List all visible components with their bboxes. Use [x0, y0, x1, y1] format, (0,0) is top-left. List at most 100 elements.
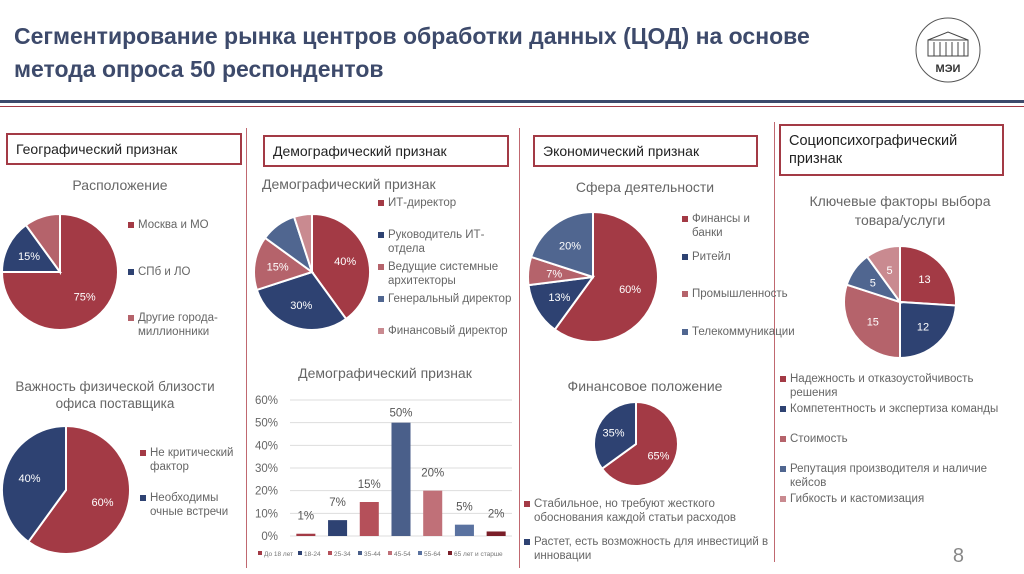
pie-slice: [0, 223, 62, 273]
legend-label: Ритейл: [692, 250, 731, 263]
legend-label: Промышленность: [692, 288, 788, 300]
legend-label: Ведущие системные архитекторы: [388, 261, 499, 287]
legend-label: Финансовый директор: [388, 325, 508, 337]
pie-slice: [26, 424, 131, 555]
sphere-legend: Финансы и банки Ритейл Промышленность Телек…: [682, 212, 795, 362]
legend-label: Стоимость: [790, 433, 848, 445]
legend-item: Москва и МО: [128, 218, 238, 232]
legend-marker: [128, 222, 134, 228]
y-tick-label: 0%: [261, 531, 278, 543]
proximity-pie: 60% 40%: [1, 424, 131, 555]
legend-item: Не критический фактор: [140, 446, 240, 474]
pie-label: 40%: [334, 256, 356, 268]
legend-item: Другие города-миллионники: [128, 311, 238, 339]
bar: [328, 520, 348, 536]
pie-slice: [899, 244, 957, 307]
legend-label: 35-44: [364, 551, 381, 558]
pie-label: 65%: [647, 450, 669, 462]
pie-label: 5: [887, 265, 893, 277]
legend-item: Стабильное, но требуют жесткого обоснова…: [524, 497, 774, 525]
legend-label: Москва и МО: [138, 219, 209, 231]
header-divider: [0, 100, 1024, 103]
legend-item: Ведущие системные архитекторы: [378, 260, 518, 288]
pie-label: 75%: [74, 292, 96, 304]
pie-label: 13: [918, 274, 930, 286]
legend-marker: [128, 268, 134, 275]
legend-item: Генеральный директор: [378, 292, 518, 306]
legend-marker: [448, 551, 452, 555]
pie-slice: [311, 212, 371, 321]
legend-label: 65 лет и старше: [454, 551, 503, 558]
legend-marker: [328, 551, 332, 555]
legend-marker: [682, 216, 688, 222]
finance-title: Финансовое положение: [567, 378, 723, 394]
demo-bar-title: Демографический признак: [298, 365, 472, 381]
pie-slice: [843, 283, 901, 360]
bar: [423, 490, 443, 536]
pie-slice: [553, 210, 659, 343]
legend-item: Необходимы очные встречи: [140, 491, 240, 519]
legend-item: Гибкость и кастомизация: [780, 492, 1020, 506]
pie-label: 5: [870, 277, 876, 289]
demo-pie-title: Демографический признак: [262, 176, 436, 192]
legend-item: Ритейл: [682, 250, 772, 264]
legend-label: Не критический фактор: [150, 447, 234, 473]
pie-slice: [593, 400, 637, 471]
proximity-title: Важность физической близости офиса поста…: [15, 379, 215, 411]
legend-marker: [298, 551, 302, 555]
page-title: Сегментирование рынка центров обработки …: [14, 23, 810, 82]
legend-label: Стабильное, но требуют жесткого обоснова…: [534, 498, 736, 524]
legend-item: Растет, есть возможность для инвестиций …: [524, 535, 774, 563]
legend-marker: [780, 436, 786, 442]
bar-data-label: 1%: [298, 511, 315, 523]
pie-label: 15%: [267, 262, 289, 274]
legend-marker: [780, 406, 786, 412]
university-logo: МЭИ: [915, 17, 981, 83]
legend-label: Гибкость и кастомизация: [790, 493, 925, 505]
legend-label: Телекоммуникации: [692, 325, 795, 338]
section-econ: Экономический признак: [533, 135, 758, 167]
legend-item: Телекоммуникации: [682, 325, 795, 339]
section-psy: Социопсихографический признак: [779, 124, 1004, 176]
legend-label: 45-54: [394, 551, 411, 558]
column-divider: [519, 128, 520, 568]
legend-marker: [140, 450, 146, 456]
legend-label: Репутация производителя и наличие кейсов: [790, 463, 988, 489]
legend-label: Финансы и банки: [692, 213, 750, 239]
legend-item: Финансы и банки: [682, 212, 772, 240]
pie-label: 15%: [18, 251, 40, 263]
y-tick-label: 50%: [255, 418, 278, 430]
legend-marker: [780, 376, 786, 382]
legend-item: ИТ-директор: [378, 196, 518, 210]
y-tick-label: 60%: [255, 395, 278, 407]
y-tick-label: 40%: [255, 440, 278, 452]
legend-label: Надежность и отказоустойчивость решения: [790, 373, 974, 399]
svg-text:МЭИ: МЭИ: [936, 63, 961, 75]
legend-marker: [378, 264, 384, 270]
legend-label: 18-24: [304, 551, 321, 558]
pie-label: 40%: [18, 473, 40, 485]
demo-pie: 40% 30% 15%: [253, 212, 371, 331]
location-title: Расположение: [72, 177, 168, 193]
pie-label: 12: [917, 321, 929, 333]
legend-label: До 18 лет: [264, 551, 293, 558]
legend-marker: [128, 315, 134, 322]
bar-data-label: 15%: [358, 479, 381, 491]
bar: [359, 502, 379, 536]
demo-legend: ИТ-директор Руководитель ИТ-отдела Ведущие…: [378, 196, 518, 356]
pie-slice: [292, 212, 313, 273]
legend-marker: [682, 291, 688, 297]
finance-pie: 65% 35%: [593, 400, 679, 487]
legend-label: СПб и ЛО: [138, 265, 191, 278]
bar-data-label: 20%: [421, 468, 444, 480]
pie-label: 60%: [92, 497, 114, 509]
factors-legend: Надежность и отказоустойчивость решения К…: [780, 372, 1020, 522]
section-demo: Демографический признак: [263, 135, 509, 167]
column-divider: [246, 128, 247, 568]
sphere-pie: 60% 13% 7% 20%: [527, 210, 659, 343]
legend-item: Промышленность: [682, 287, 788, 301]
legend-label: Другие города-миллионники: [138, 312, 218, 339]
bar-data-label: 2%: [488, 508, 505, 520]
legend-item: Руководитель ИТ-отдела: [378, 228, 518, 256]
legend-marker: [378, 296, 384, 302]
